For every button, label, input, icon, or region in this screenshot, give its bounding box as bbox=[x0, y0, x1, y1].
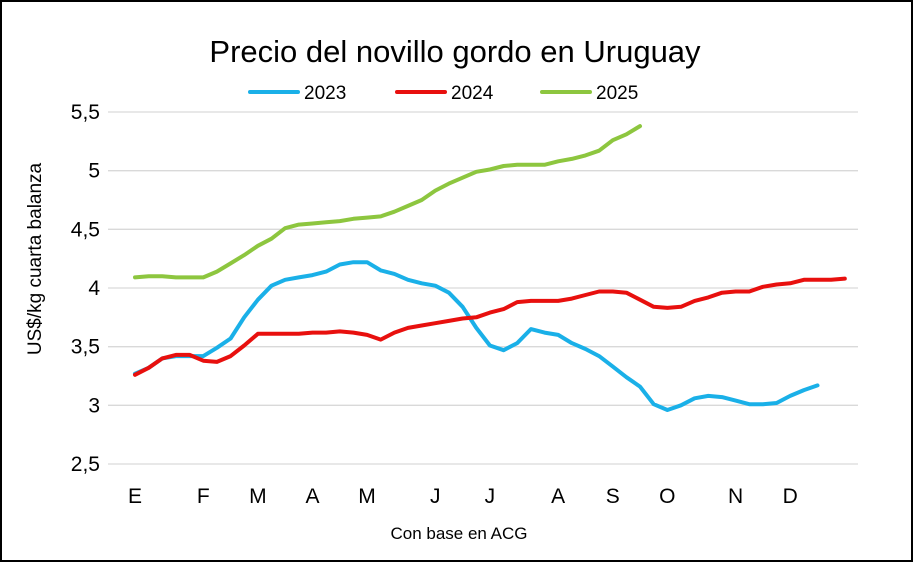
y-tick-label: 3 bbox=[88, 394, 100, 417]
x-tick-label: D bbox=[783, 485, 798, 508]
x-tick-label: O bbox=[659, 485, 675, 508]
series-line-2024 bbox=[133, 276, 847, 377]
y-tick-label: 5 bbox=[88, 160, 100, 183]
series-line-2025 bbox=[133, 124, 642, 280]
y-axis-ticks: 2,5 3 3,5 4 4,5 5 5,5 bbox=[71, 101, 101, 476]
x-tick-label: M bbox=[358, 485, 376, 508]
gridlines bbox=[108, 111, 858, 465]
y-tick-label: 4 bbox=[88, 277, 100, 300]
x-tick-label: E bbox=[128, 485, 142, 508]
x-tick-label: F bbox=[197, 485, 210, 508]
legend: 2023 2024 2025 bbox=[248, 83, 638, 104]
x-tick-label: A bbox=[305, 485, 319, 508]
x-tick-label: S bbox=[606, 485, 620, 508]
x-tick-label: J bbox=[485, 485, 496, 508]
y-tick-label: 2,5 bbox=[71, 453, 100, 476]
series-lines bbox=[133, 124, 847, 412]
legend-label-2024: 2024 bbox=[451, 83, 494, 104]
y-tick-label: 5,5 bbox=[71, 101, 100, 124]
x-tick-label: A bbox=[551, 485, 565, 508]
legend-label-2023: 2023 bbox=[304, 83, 346, 104]
chart-title: Precio del novillo gordo en Uruguay bbox=[209, 34, 701, 69]
x-tick-label: M bbox=[249, 485, 267, 508]
series-line-2023 bbox=[133, 260, 820, 412]
y-axis-label: US$/kg cuarta balanza bbox=[25, 162, 46, 355]
x-axis-label: Con base en ACG bbox=[390, 524, 527, 543]
y-tick-label: 3,5 bbox=[71, 336, 100, 359]
x-tick-label: J bbox=[430, 485, 441, 508]
x-tick-label: N bbox=[728, 485, 743, 508]
y-tick-label: 4,5 bbox=[71, 218, 100, 241]
legend-label-2025: 2025 bbox=[596, 83, 638, 104]
